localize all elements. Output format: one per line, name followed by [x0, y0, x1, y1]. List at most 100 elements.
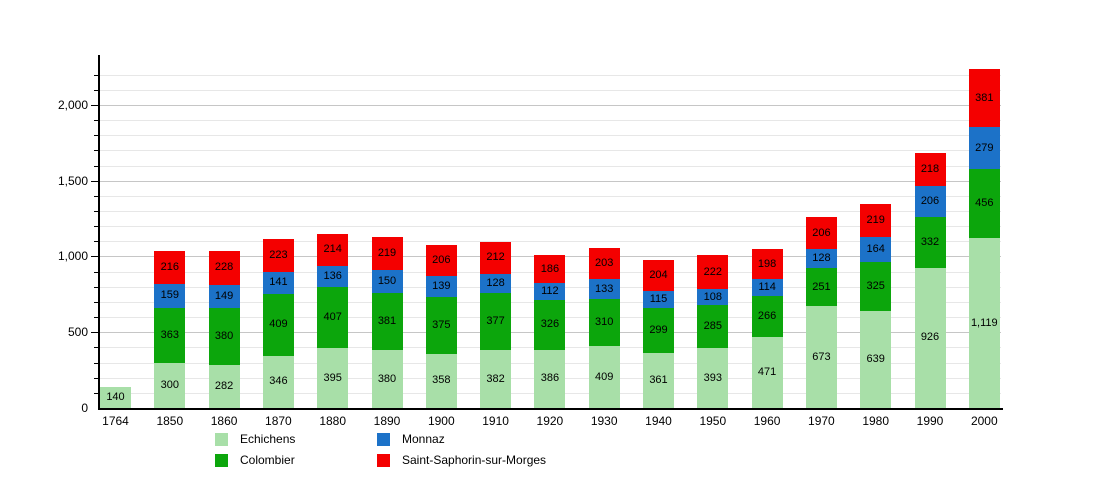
bar-segment-monnaz: 108 — [697, 288, 729, 306]
bar-1950: 393 285 108 222 — [697, 255, 729, 408]
x-axis-label: 1860 — [210, 414, 238, 428]
legend-label: Colombier — [240, 452, 295, 467]
bar-value-label: 377 — [486, 315, 505, 328]
x-axis-label: 1850 — [156, 414, 184, 428]
bar-value-label: 395 — [323, 371, 342, 384]
bar-value-label: 456 — [975, 197, 994, 210]
bar-segment-colombier: 381 — [371, 292, 403, 351]
bar-value-label: 186 — [540, 262, 560, 275]
bar-1860: 282 380 149 228 — [208, 250, 240, 408]
y-axis-tick — [94, 362, 98, 364]
bar-value-label: 380 — [377, 372, 397, 385]
bar-segment-saint-saphorin-sur-morges: 203 — [588, 248, 620, 279]
y-axis-tick — [94, 74, 98, 76]
bar-value-label: 203 — [595, 257, 614, 270]
bar-value-label: 214 — [323, 243, 342, 256]
bar-value-label: 279 — [975, 141, 994, 154]
bar-segment-monnaz: 136 — [317, 265, 349, 287]
bar-segment-saint-saphorin-sur-morges: 216 — [154, 250, 186, 284]
bar-1910: 382 377 128 212 — [480, 241, 512, 408]
bar-segment-colombier: 251 — [805, 268, 837, 307]
bar-segment-echichens: 380 — [371, 350, 403, 408]
bar-value-label: 346 — [269, 375, 288, 388]
y-axis-tick — [94, 241, 98, 243]
legend: Echichens Monnaz Colombier Saint-Saphorin-s… — [215, 429, 546, 470]
bar-1990: 926 332 206 218 — [914, 153, 946, 408]
bar-value-label: 212 — [486, 251, 505, 264]
bar-segment-monnaz: 164 — [860, 237, 892, 262]
x-axis-label: 1900 — [427, 414, 455, 428]
bar-value-label: 1,119 — [970, 316, 998, 329]
bar-segment-monnaz: 150 — [371, 270, 403, 293]
bar-value-label: 114 — [758, 281, 776, 294]
bar-segment-colombier: 377 — [480, 293, 512, 351]
bar-value-label: 285 — [703, 320, 722, 333]
gridline — [100, 211, 1001, 213]
bar-segment-colombier: 363 — [154, 307, 186, 363]
bar-value-label: 218 — [920, 163, 940, 176]
bar-segment-echichens: 1,119 — [968, 238, 1000, 408]
x-axis-label: 1910 — [482, 414, 509, 428]
x-axis-label: 1960 — [753, 414, 781, 428]
gridline — [100, 226, 1001, 228]
bar-segment-saint-saphorin-sur-morges: 214 — [317, 233, 349, 266]
bar-value-label: 325 — [866, 280, 885, 293]
bar-value-label: 140 — [106, 390, 125, 403]
bar-segment-saint-saphorin-sur-morges: 206 — [805, 217, 837, 249]
bar-segment-monnaz: 115 — [643, 290, 674, 309]
bar-segment-colombier: 266 — [751, 296, 783, 337]
bar-segment-saint-saphorin-sur-morges: 212 — [480, 241, 512, 274]
x-axis-line — [98, 408, 1003, 410]
y-axis-tick — [94, 301, 98, 303]
bar-value-label: 219 — [377, 246, 397, 259]
bar-value-label: 332 — [920, 236, 940, 249]
x-axis-label: 1940 — [645, 414, 672, 428]
bar-segment-echichens: 471 — [751, 336, 783, 408]
x-axis-label: 2000 — [970, 414, 998, 428]
bar-value-label: 382 — [486, 372, 505, 385]
legend-label: Echichens — [240, 431, 296, 446]
gridline — [100, 180, 1001, 182]
bar-value-label: 198 — [757, 257, 777, 270]
bar-segment-echichens: 282 — [208, 365, 240, 408]
bar-1900: 358 375 139 206 — [425, 244, 457, 408]
bar-value-label: 206 — [920, 195, 940, 208]
bar-segment-monnaz: 128 — [480, 273, 512, 294]
bar-1970: 673 251 128 206 — [805, 217, 837, 408]
y-axis-tick — [94, 195, 98, 197]
bar-value-label: 926 — [920, 331, 940, 344]
bar-segment-saint-saphorin-sur-morges: 204 — [643, 259, 674, 291]
bar-segment-saint-saphorin-sur-morges: 206 — [425, 244, 457, 276]
bar-value-label: 216 — [160, 260, 179, 273]
bar-segment-saint-saphorin-sur-morges: 186 — [534, 255, 566, 284]
bar-1850: 300 363 159 216 — [154, 250, 186, 408]
bar-segment-monnaz: 149 — [208, 285, 240, 308]
bar-segment-monnaz: 279 — [968, 127, 1000, 170]
bar-value-label: 223 — [269, 248, 288, 261]
bar-segment-echichens: 926 — [914, 267, 946, 408]
plot-area: 0 500 1,000 1,500 2,000 140 1764 300 363 159 216 18… — [58, 55, 1003, 428]
bar-value-label: 164 — [866, 243, 885, 256]
bar-segment-echichens: 639 — [860, 311, 892, 408]
bar-segment-saint-saphorin-sur-morges: 222 — [697, 255, 729, 289]
bar-segment-colombier: 325 — [860, 261, 892, 312]
bar-segment-saint-saphorin-sur-morges: 228 — [208, 250, 240, 286]
y-axis-tick — [94, 271, 98, 273]
bar-value-label: 128 — [486, 276, 505, 289]
y-axis-tick — [91, 332, 98, 334]
x-axis-label: 1880 — [319, 414, 347, 428]
bar-value-label: 141 — [269, 276, 288, 289]
bar-value-label: 310 — [595, 316, 614, 329]
bar-value-label: 409 — [269, 318, 288, 331]
gridline — [100, 74, 1001, 76]
bar-value-label: 159 — [160, 289, 179, 302]
bar-value-label: 471 — [757, 365, 777, 378]
y-axis-label: 1,000 — [57, 249, 88, 264]
bar-value-label: 149 — [214, 289, 234, 302]
gridline — [100, 241, 1001, 243]
legend-swatch — [215, 453, 228, 467]
bar-value-label: 266 — [757, 310, 777, 322]
x-axis-label: 1920 — [536, 414, 564, 428]
x-axis-label: 1764 — [102, 414, 129, 428]
bar-segment-echichens: 346 — [262, 355, 294, 408]
